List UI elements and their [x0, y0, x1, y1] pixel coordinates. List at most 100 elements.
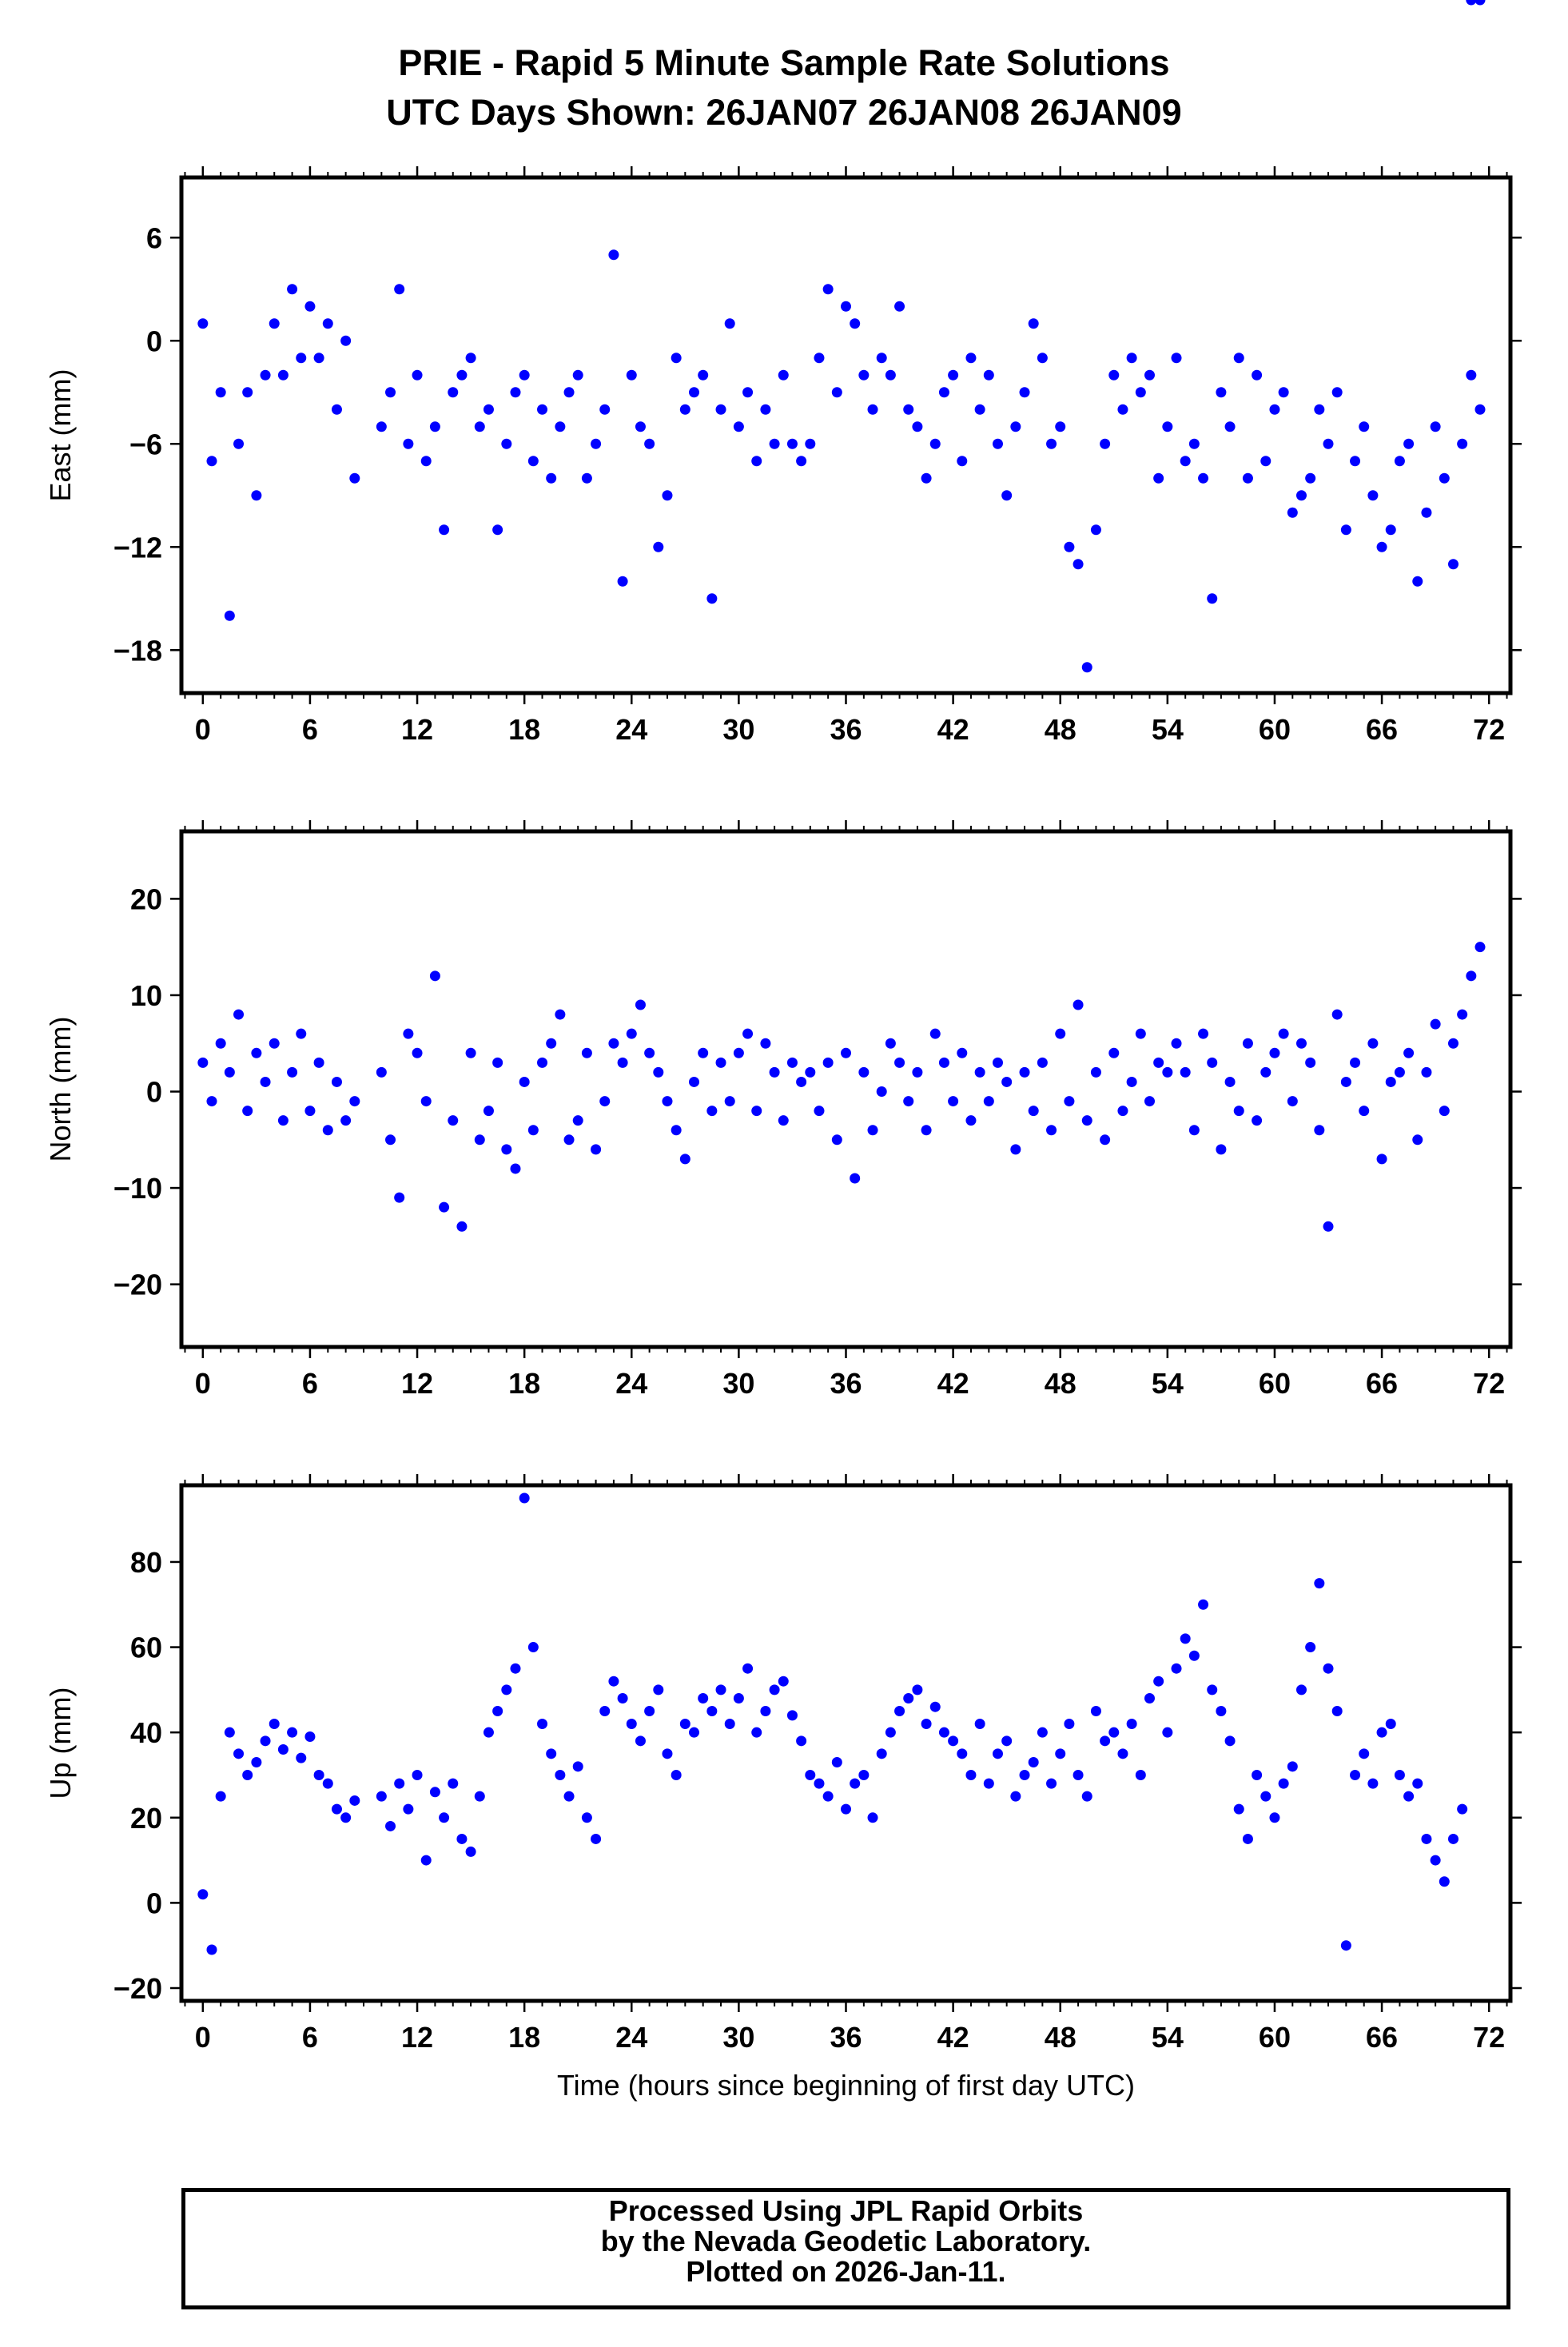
data-point	[635, 421, 646, 432]
data-point	[1295, 1038, 1307, 1049]
data-point	[850, 1778, 861, 1789]
data-point	[1117, 1106, 1128, 1117]
x-tick-label: 30	[722, 713, 754, 746]
data-point	[867, 1812, 878, 1823]
data-point	[1216, 387, 1227, 398]
data-point	[894, 1057, 905, 1068]
data-point	[527, 1642, 539, 1653]
x-tick-label: 42	[937, 1367, 969, 1400]
data-point	[1367, 1778, 1379, 1789]
data-point	[1090, 524, 1101, 536]
data-point	[903, 404, 914, 415]
data-point	[527, 1125, 539, 1136]
y-tick-label: 60	[130, 1632, 162, 1664]
data-point	[260, 369, 271, 381]
data-point	[1439, 1106, 1450, 1117]
data-point	[1439, 1876, 1450, 1887]
data-point	[733, 1047, 744, 1058]
data-point	[1081, 1791, 1092, 1802]
data-point	[1376, 541, 1387, 552]
x-tick-label: 6	[302, 1367, 318, 1400]
data-point	[1081, 1115, 1092, 1126]
data-point	[983, 1096, 994, 1107]
data-point	[1323, 1221, 1334, 1232]
data-point	[1403, 1047, 1415, 1058]
plot-frame	[179, 175, 1513, 695]
data-point	[1403, 438, 1415, 449]
data-point	[412, 369, 423, 381]
data-point	[296, 353, 307, 364]
data-point	[260, 1735, 271, 1747]
data-point	[1376, 1154, 1387, 1165]
data-point	[1447, 559, 1459, 570]
data-point	[331, 1076, 342, 1087]
data-point	[974, 1066, 985, 1078]
data-point	[465, 1047, 476, 1058]
data-point	[1198, 472, 1209, 484]
y-tick-label: 20	[130, 1802, 162, 1835]
data-point	[233, 1748, 245, 1759]
data-point	[1278, 1028, 1289, 1039]
data-point	[1037, 353, 1048, 364]
data-point	[679, 404, 690, 415]
y-tick-label: −18	[113, 634, 162, 667]
data-point	[1010, 1791, 1021, 1802]
data-point	[786, 438, 798, 449]
data-point	[1287, 507, 1298, 518]
data-point	[269, 318, 280, 329]
data-point	[769, 1684, 780, 1695]
data-point	[1055, 421, 1066, 432]
data-point	[1046, 438, 1057, 449]
data-point	[885, 1038, 896, 1049]
data-point	[974, 1719, 985, 1730]
data-point	[1144, 1693, 1155, 1704]
data-point	[957, 1748, 968, 1759]
data-point	[510, 387, 521, 398]
data-point	[1474, 942, 1486, 953]
x-tick-label: 12	[401, 1367, 433, 1400]
x-tick-label: 36	[830, 713, 862, 746]
data-point	[921, 472, 932, 484]
data-point	[260, 1076, 271, 1087]
y-tick-label: −12	[113, 531, 162, 564]
data-point	[1188, 438, 1200, 449]
data-point	[626, 1719, 637, 1730]
data-point	[805, 438, 816, 449]
data-point	[1457, 438, 1468, 449]
data-point	[786, 1057, 798, 1068]
data-point	[653, 541, 664, 552]
data-point	[456, 1833, 468, 1844]
x-tick-label: 6	[302, 713, 318, 746]
data-point	[822, 1791, 834, 1802]
y-tick-label: −20	[113, 1269, 162, 1301]
data-point	[938, 387, 949, 398]
data-point	[1126, 1076, 1137, 1087]
data-point	[965, 1769, 977, 1780]
data-point	[1359, 1106, 1370, 1117]
data-point	[1447, 1038, 1459, 1049]
data-point	[698, 1047, 709, 1058]
data-point	[1055, 1028, 1066, 1039]
data-point	[1323, 1663, 1334, 1674]
x-tick-label: 66	[1366, 1367, 1398, 1400]
data-point	[948, 1735, 959, 1747]
data-point	[1081, 662, 1092, 673]
data-point	[546, 1038, 557, 1049]
data-point	[1474, 0, 1486, 6]
data-point	[385, 387, 396, 398]
data-point	[1171, 1663, 1182, 1674]
title-line-1: PRIE - Rapid 5 Minute Sample Rate Soluti…	[398, 42, 1170, 83]
data-point	[287, 1066, 298, 1078]
data-point	[751, 1106, 762, 1117]
data-point	[1340, 524, 1351, 536]
data-point	[1430, 421, 1441, 432]
data-point	[599, 1706, 611, 1717]
data-point	[1001, 490, 1013, 501]
data-point	[1350, 1057, 1361, 1068]
data-point	[635, 1735, 646, 1747]
data-point	[581, 1047, 592, 1058]
data-point	[492, 1706, 503, 1717]
x-tick-label: 24	[615, 1367, 647, 1400]
data-point	[885, 369, 896, 381]
data-point	[1278, 1778, 1289, 1789]
